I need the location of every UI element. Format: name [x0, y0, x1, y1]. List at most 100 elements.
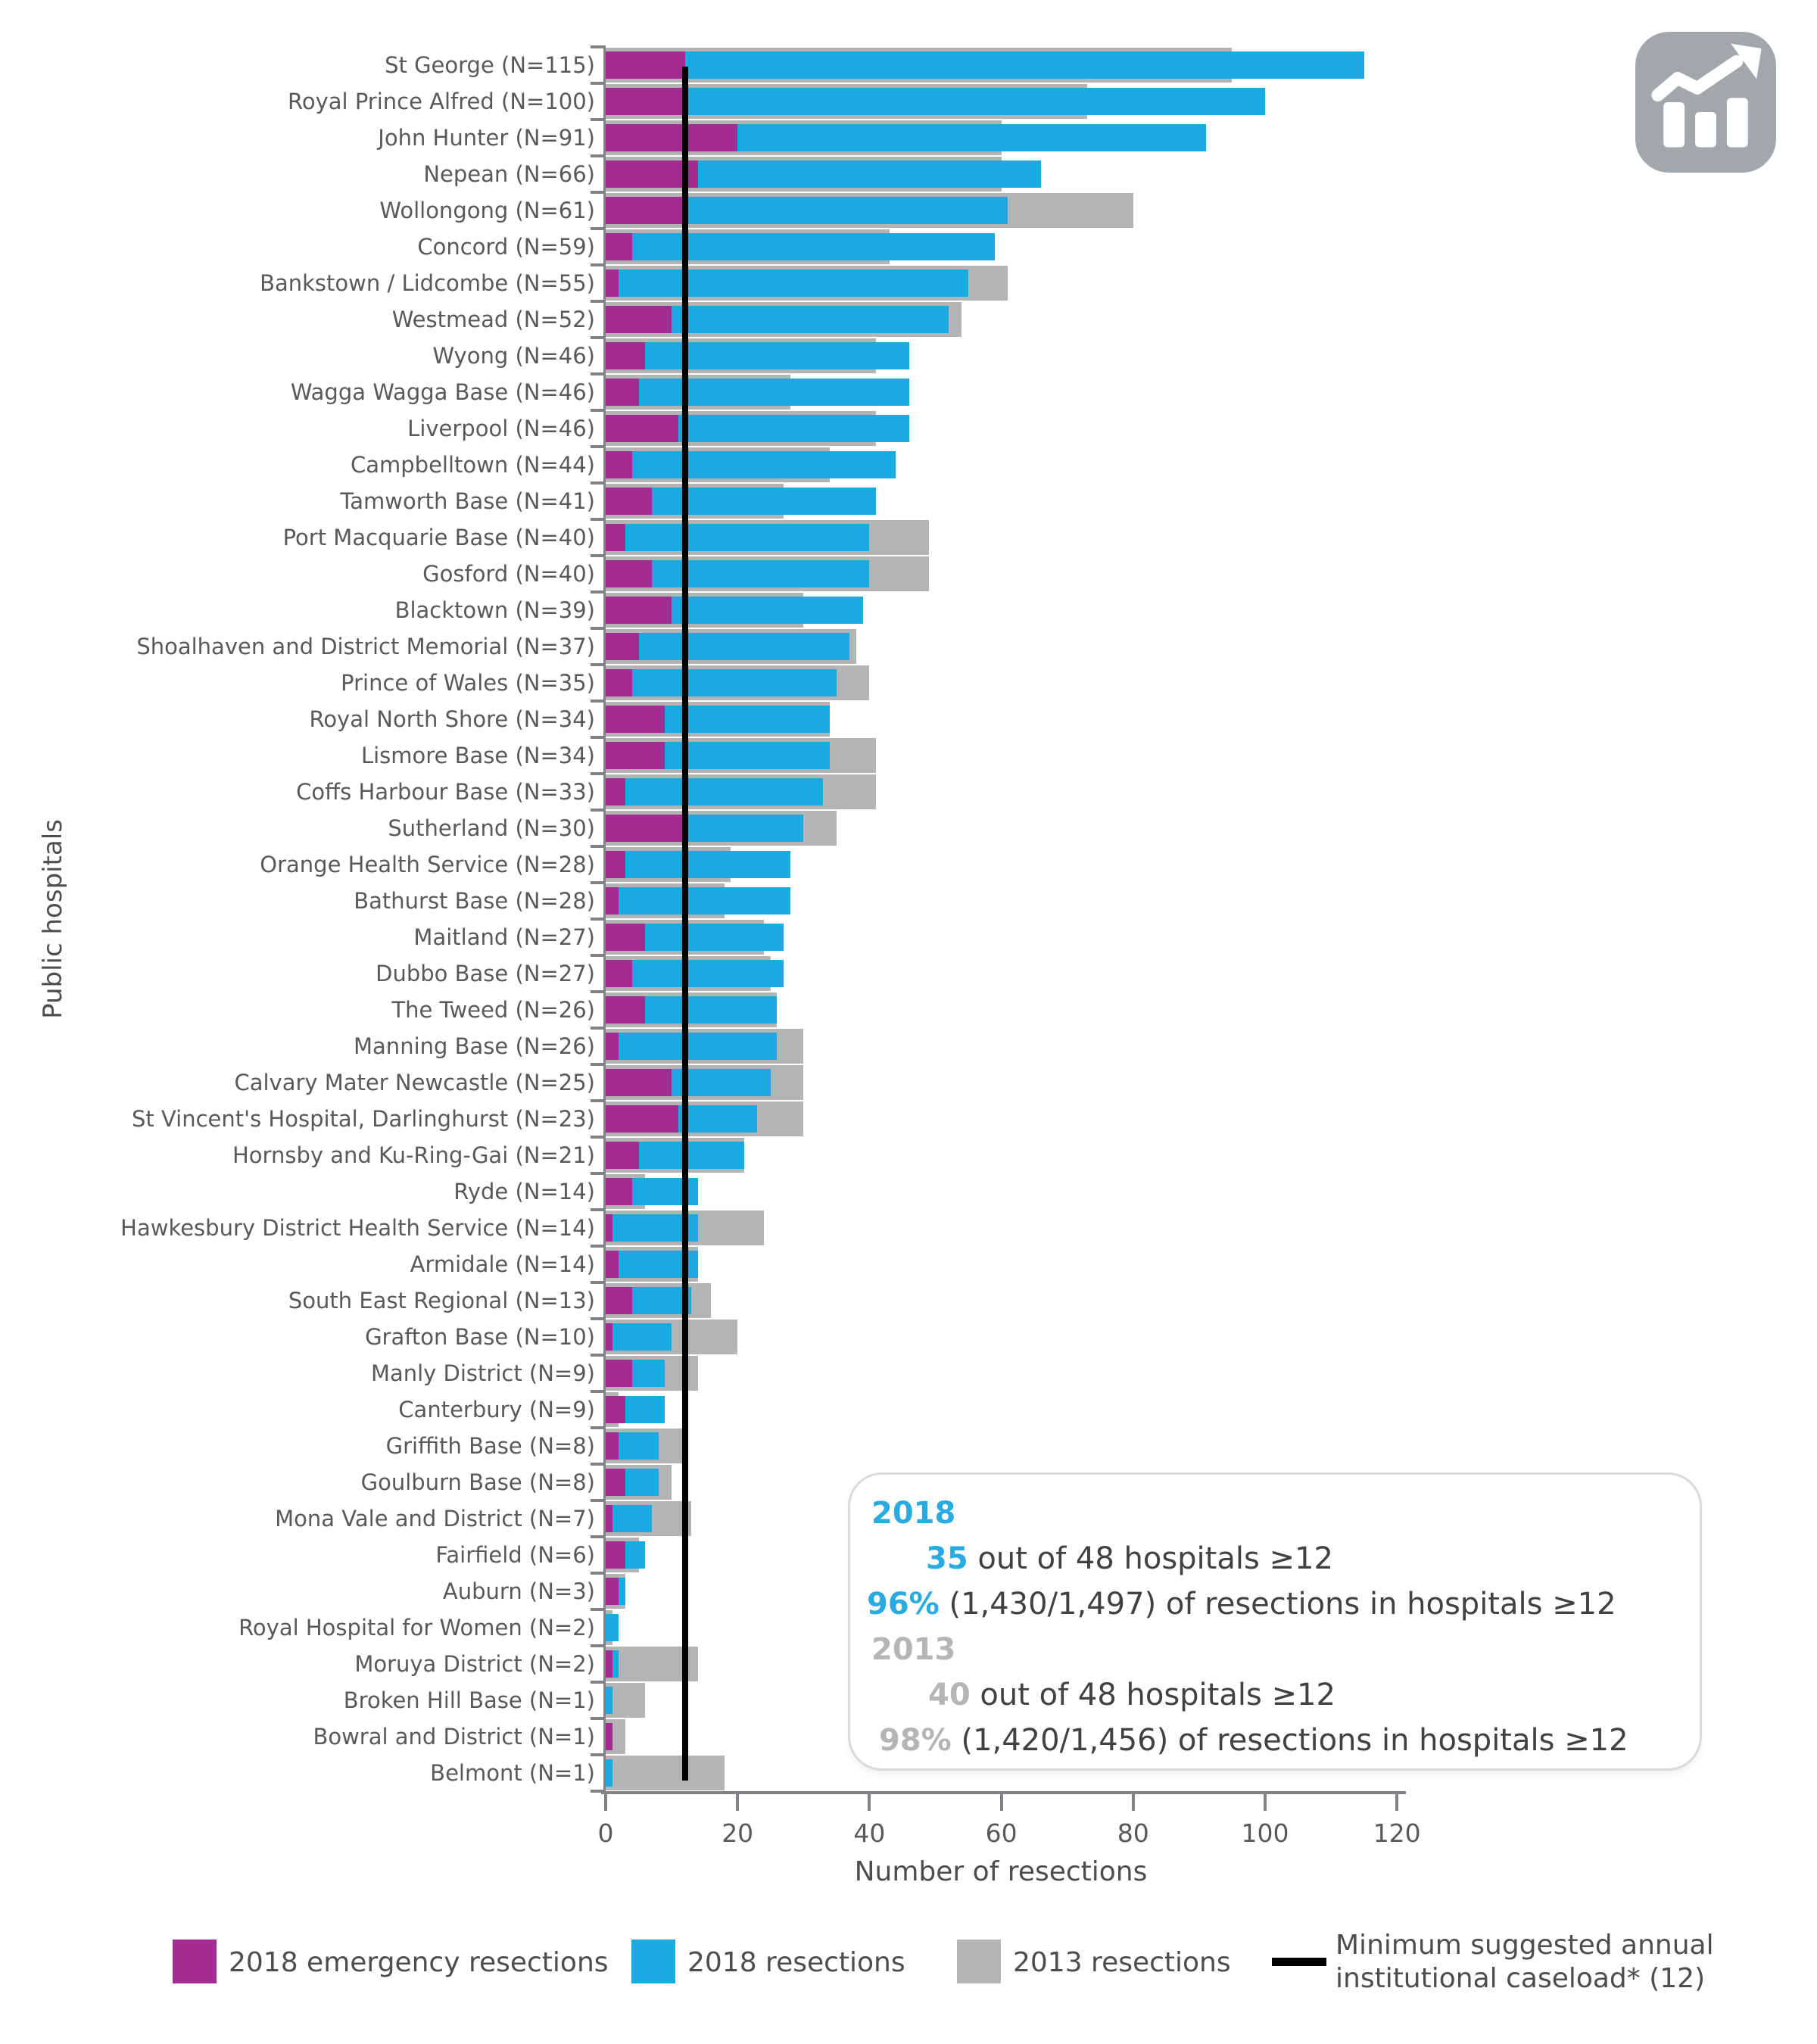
- row-label: Tamworth Base (N=41): [340, 488, 595, 514]
- bar-2018-emergency: [606, 1723, 612, 1750]
- bar-2018: [606, 1614, 619, 1641]
- bar-2018-emergency: [606, 1650, 612, 1678]
- row-label: Wollongong (N=61): [379, 198, 595, 223]
- row-label: Bankstown / Lidcombe (N=55): [260, 270, 595, 296]
- row-label: Moruya District (N=2): [354, 1651, 595, 1677]
- bar-2018-emergency: [606, 379, 639, 406]
- bar-2018-emergency: [606, 815, 685, 842]
- row-label: Calvary Mater Newcastle (N=25): [234, 1070, 595, 1095]
- legend-label-2013: 2013 resections: [1013, 1947, 1231, 1978]
- bar-2018: [606, 1033, 778, 1060]
- legend-reference-line-swatch: [1272, 1958, 1326, 1966]
- y-axis-tick: [591, 1099, 603, 1102]
- y-axis-tick: [591, 627, 603, 630]
- x-axis-tick-label: 60: [985, 1818, 1018, 1848]
- trend-chart-icon: [1635, 32, 1776, 173]
- bar-2018-emergency: [606, 524, 626, 551]
- bar-2018-emergency: [606, 924, 646, 951]
- bar-2018-emergency: [606, 1069, 672, 1096]
- y-axis-tick: [591, 300, 603, 303]
- bar-2018-emergency: [606, 1251, 619, 1278]
- bar-2018: [606, 1759, 612, 1787]
- y-axis-tick: [591, 1499, 603, 1502]
- row-label: Sutherland (N=30): [388, 815, 595, 841]
- row-label: Goulburn Base (N=8): [360, 1469, 595, 1495]
- row-label: Auburn (N=3): [442, 1578, 595, 1604]
- y-axis-tick: [591, 445, 603, 448]
- legend-reference-line-label: Minimum suggested annual institutional c…: [1335, 1930, 1714, 1994]
- y-axis-tick: [591, 82, 603, 85]
- x-axis-tick-label: 0: [597, 1818, 614, 1848]
- y-axis-tick: [591, 918, 603, 921]
- row-label: Canterbury (N=9): [398, 1397, 595, 1422]
- bar-2018: [606, 1687, 612, 1714]
- x-axis-tick: [1395, 1794, 1399, 1811]
- row-label: Prince of Wales (N=35): [341, 670, 595, 696]
- bar-2018-emergency: [606, 51, 685, 79]
- bar-2018: [606, 778, 824, 805]
- bar-2018-emergency: [606, 451, 632, 478]
- row-label: Bowral and District (N=1): [313, 1724, 595, 1750]
- bar-2018: [606, 379, 909, 406]
- bar-2018-emergency: [606, 342, 646, 369]
- row-label: Griffith Base (N=8): [385, 1433, 595, 1459]
- row-label: Bathurst Base (N=28): [354, 888, 595, 914]
- y-axis-tick: [591, 1317, 603, 1320]
- bar-2018-emergency: [606, 742, 665, 769]
- bar-2018: [606, 1505, 652, 1532]
- bar-2018: [606, 51, 1364, 79]
- bar-2018: [606, 1323, 672, 1351]
- y-axis-tick: [591, 227, 603, 230]
- row-label: Gosford (N=40): [422, 561, 595, 587]
- y-axis-tick: [591, 772, 603, 775]
- bar-2018-emergency: [606, 996, 646, 1024]
- y-axis-tick: [591, 954, 603, 957]
- bar-2018-emergency: [606, 960, 632, 987]
- bar-2018-emergency: [606, 1360, 632, 1387]
- x-axis-tick-label: 20: [722, 1818, 754, 1848]
- row-label: St George (N=115): [385, 52, 595, 78]
- bar-2018-emergency: [606, 1432, 619, 1460]
- bar-2018-emergency: [606, 706, 665, 733]
- bar-2018: [606, 887, 790, 915]
- bar-2018-emergency: [606, 1033, 619, 1060]
- y-axis-tick: [591, 590, 603, 594]
- bar-2018-emergency: [606, 1105, 678, 1133]
- row-label: Lismore Base (N=34): [360, 743, 595, 768]
- x-axis-tick: [1264, 1794, 1267, 1811]
- y-axis-tick: [591, 1608, 603, 1611]
- row-label: Broken Hill Base (N=1): [343, 1687, 595, 1713]
- row-label: Shoalhaven and District Memorial (N=37): [136, 634, 595, 659]
- x-axis-line: [601, 1791, 1407, 1794]
- bar-2018-emergency: [606, 233, 632, 260]
- y-axis-tick: [591, 1426, 603, 1429]
- y-axis-tick: [591, 118, 603, 121]
- row-label: Liverpool (N=46): [407, 416, 595, 441]
- legend-swatch-2018-emergency: [173, 1940, 217, 1983]
- bar-2018-emergency: [606, 1323, 612, 1351]
- y-axis-tick: [591, 736, 603, 739]
- bar-2018-emergency: [606, 488, 652, 515]
- bar-2018-emergency: [606, 88, 685, 115]
- bar-2018-emergency: [606, 306, 672, 333]
- y-axis-tick: [591, 372, 603, 375]
- row-label: The Tweed (N=26): [391, 997, 595, 1023]
- bar-2018: [606, 451, 896, 478]
- y-axis-tick: [591, 481, 603, 485]
- bar-2018: [606, 88, 1265, 115]
- x-axis-tick-label: 120: [1373, 1818, 1421, 1848]
- row-label: Hawkesbury District Health Service (N=14…: [120, 1215, 595, 1241]
- y-axis-tick: [591, 1354, 603, 1357]
- legend-swatch-2013: [957, 1940, 1001, 1983]
- x-axis-title: Number of resections: [854, 1856, 1148, 1887]
- y-axis-tick: [591, 409, 603, 412]
- row-label: Port Macquarie Base (N=40): [282, 525, 595, 550]
- summary-annotation-box: 2018 35 out of 48 hospitals ≥12 96% (1,4…: [848, 1472, 1702, 1771]
- row-label: John Hunter (N=91): [378, 125, 595, 151]
- row-label: Royal Hospital for Women (N=2): [238, 1615, 595, 1640]
- y-axis-line: [603, 45, 606, 1793]
- row-label: Wyong (N=46): [432, 343, 595, 369]
- bar-2018: [606, 270, 969, 297]
- bar-2018-emergency: [606, 415, 678, 442]
- y-axis-tick: [591, 154, 603, 157]
